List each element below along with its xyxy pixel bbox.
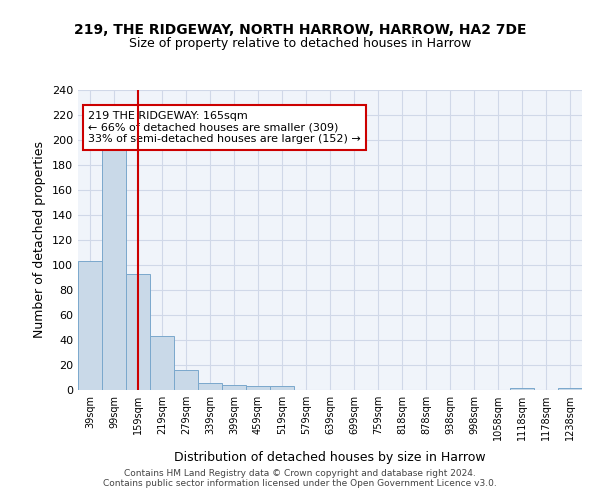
Text: 219, THE RIDGEWAY, NORTH HARROW, HARROW, HA2 7DE: 219, THE RIDGEWAY, NORTH HARROW, HARROW,… bbox=[74, 22, 526, 36]
Bar bbox=[150, 336, 174, 390]
Bar bbox=[174, 370, 198, 390]
Text: 219 THE RIDGEWAY: 165sqm
← 66% of detached houses are smaller (309)
33% of semi-: 219 THE RIDGEWAY: 165sqm ← 66% of detach… bbox=[88, 111, 361, 144]
Bar bbox=[246, 386, 270, 390]
Bar bbox=[270, 386, 294, 390]
Y-axis label: Number of detached properties: Number of detached properties bbox=[34, 142, 46, 338]
X-axis label: Distribution of detached houses by size in Harrow: Distribution of detached houses by size … bbox=[174, 452, 486, 464]
Text: Size of property relative to detached houses in Harrow: Size of property relative to detached ho… bbox=[129, 38, 471, 51]
Text: Contains public sector information licensed under the Open Government Licence v3: Contains public sector information licen… bbox=[103, 478, 497, 488]
Bar bbox=[222, 385, 246, 390]
Bar bbox=[102, 140, 126, 390]
Text: Contains HM Land Registry data © Crown copyright and database right 2024.: Contains HM Land Registry data © Crown c… bbox=[124, 468, 476, 477]
Bar bbox=[126, 274, 150, 390]
Bar bbox=[558, 388, 582, 390]
Bar bbox=[78, 261, 102, 390]
Bar bbox=[510, 388, 534, 390]
Bar bbox=[198, 382, 222, 390]
